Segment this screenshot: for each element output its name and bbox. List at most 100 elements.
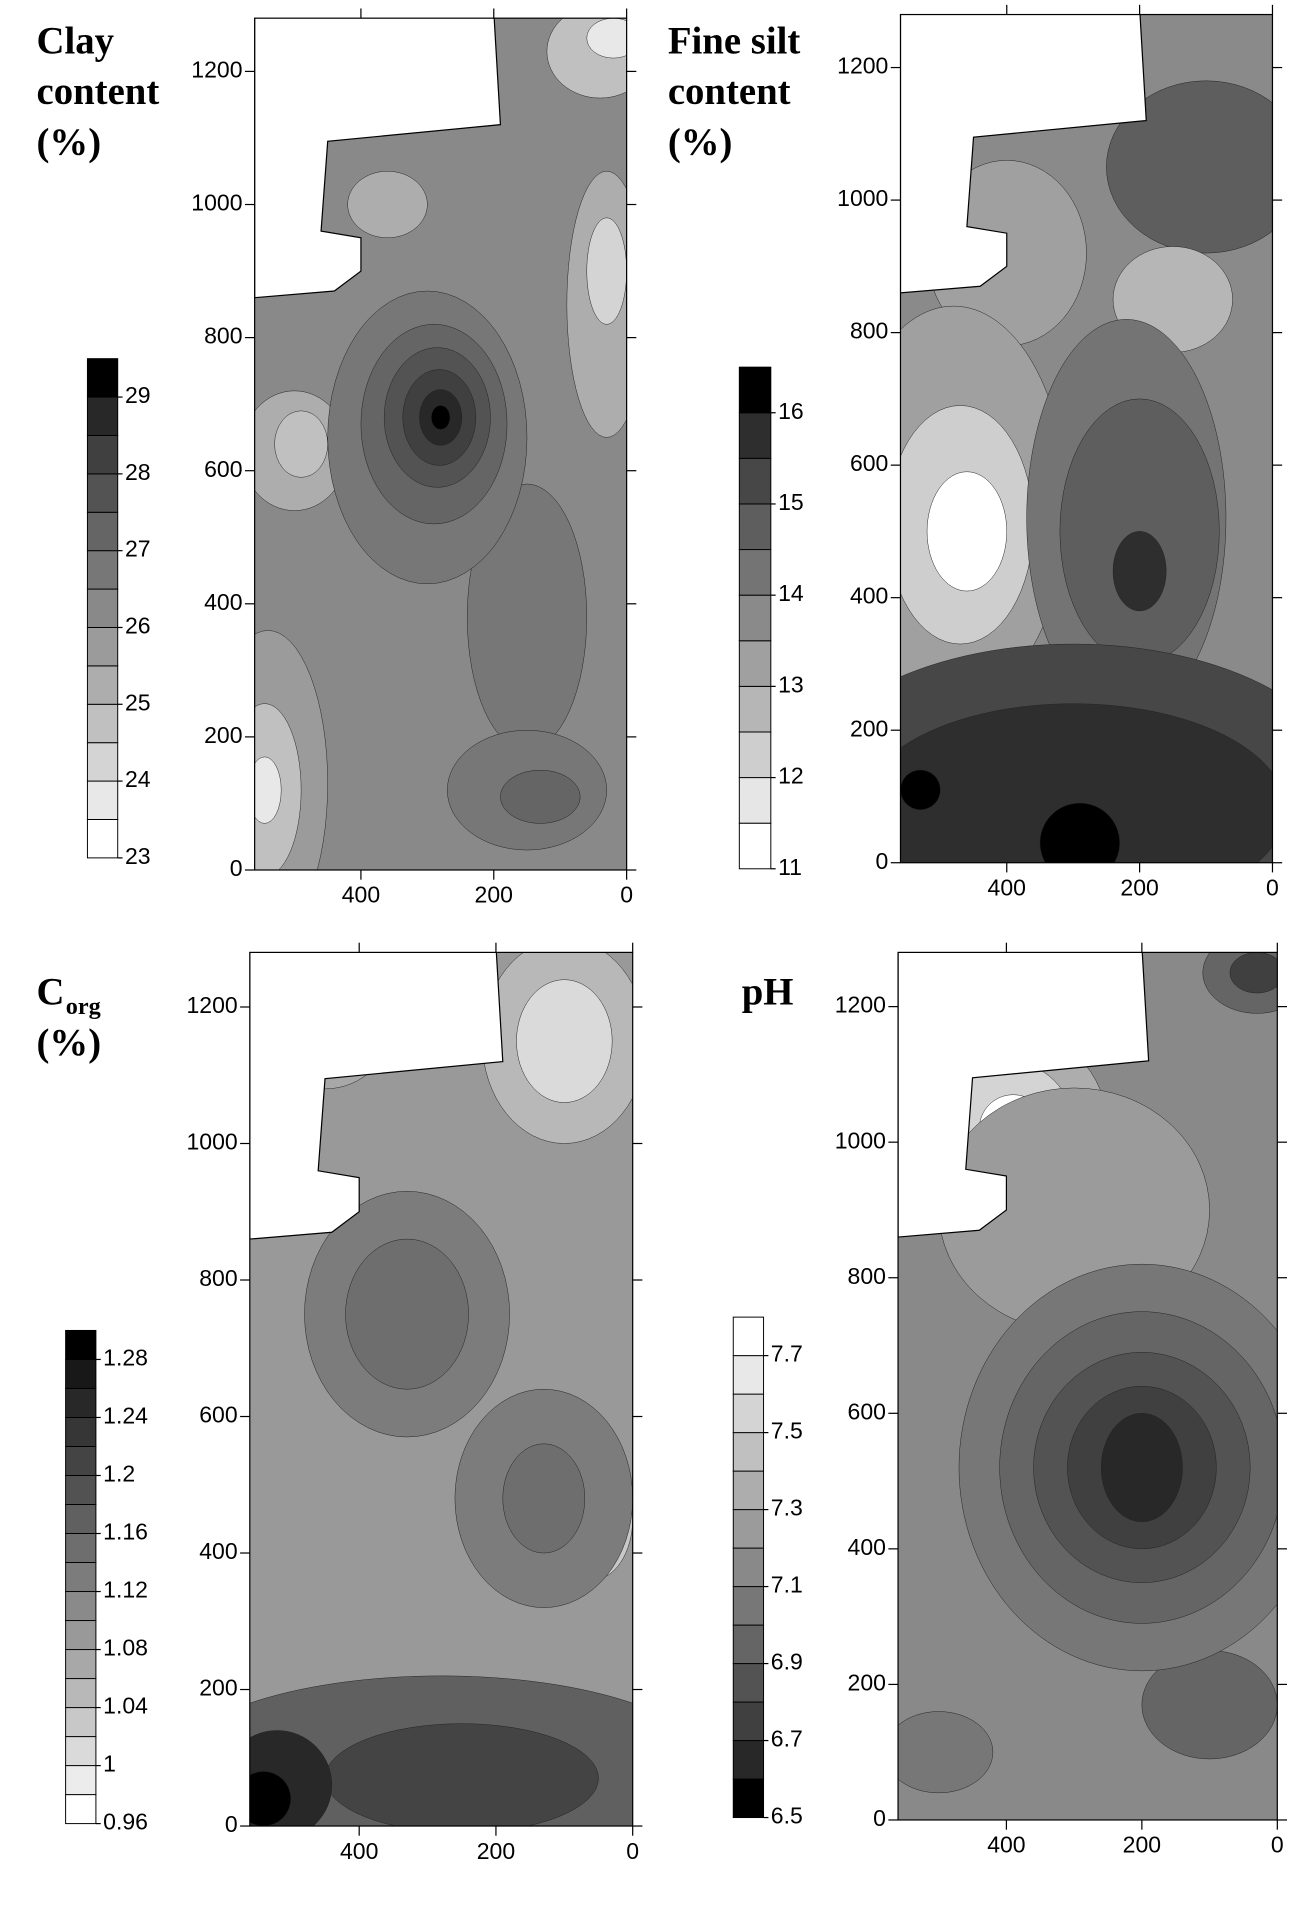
contour-band — [1229, 952, 1278, 994]
y-tick-label: 800 — [848, 1263, 886, 1289]
contour-field — [898, 952, 1278, 1820]
no-data-mask — [898, 952, 1150, 1238]
contour-band — [586, 18, 627, 59]
colorbar-band — [738, 594, 772, 642]
y-tick-label: 200 — [204, 722, 242, 748]
y-tick-label: 1200 — [835, 992, 886, 1018]
colorbar-band — [86, 588, 119, 628]
panel-title: content — [37, 70, 160, 113]
colorbar-tick-label: 16 — [778, 398, 804, 424]
contour-band — [347, 170, 428, 239]
y-tick-label: 1200 — [186, 992, 237, 1018]
colorbar-band — [65, 1416, 97, 1447]
contour-band — [900, 769, 941, 810]
colorbar-tick-label: 1.2 — [103, 1461, 135, 1487]
colorbar-band — [738, 731, 772, 779]
contour-band — [898, 1711, 994, 1794]
colorbar-band — [86, 473, 119, 513]
colorbar-band — [738, 457, 772, 505]
x-tick-label: 200 — [477, 1838, 515, 1864]
colorbar-band — [86, 434, 119, 475]
contour-band — [1106, 80, 1273, 254]
colorbar-tick-label: 11 — [778, 854, 802, 880]
contour-band — [254, 756, 282, 824]
no-data-mask — [249, 952, 504, 1240]
y-tick-label: 1200 — [191, 56, 242, 82]
colorbar-tick-label: 15 — [778, 489, 804, 515]
y-tick-label: 600 — [850, 450, 888, 476]
colorbar-band — [65, 1765, 97, 1796]
x-tick-label: 400 — [342, 882, 380, 908]
no-data-mask — [900, 14, 1147, 294]
colorbar-band — [65, 1591, 97, 1622]
colorbar-band — [65, 1387, 97, 1418]
panel-title: Fine silt — [668, 19, 801, 62]
colorbar-band — [86, 703, 119, 744]
colorbar-tick-label: 1.28 — [103, 1345, 148, 1371]
colorbar-tick-label: 1.04 — [103, 1693, 148, 1719]
y-tick-label: 1200 — [837, 53, 888, 79]
contour-band — [516, 979, 613, 1103]
y-tick-label: 400 — [204, 589, 242, 615]
x-tick-label: 0 — [620, 882, 633, 908]
plot-frame — [897, 951, 1278, 1821]
colorbar-band — [732, 1547, 765, 1588]
panel: 0 200 400 600 800 1000 1200 400 200 0 0.96 1 1.04 1.0… — [37, 942, 643, 1864]
colorbar-tick-label: 24 — [125, 766, 151, 792]
colorbar-band — [86, 511, 119, 552]
x-tick-label: 200 — [1120, 874, 1158, 900]
colorbar-band — [86, 818, 119, 859]
colorbar-tick-label: 12 — [778, 763, 804, 789]
contour-band — [1112, 531, 1167, 612]
panel-title: Clay — [37, 19, 115, 62]
x-tick-label: 200 — [1123, 1832, 1161, 1858]
y-tick-label: 0 — [230, 855, 243, 881]
y-tick-label: 1000 — [835, 1127, 886, 1153]
y-tick-label: 600 — [199, 1402, 237, 1428]
no-data-mask — [254, 18, 502, 299]
colorbar-band — [732, 1470, 765, 1511]
plot-frame — [254, 17, 628, 871]
colorbar-tick-label: 7.3 — [771, 1495, 803, 1521]
colorbar-band — [732, 1586, 765, 1626]
colorbar-tick-label: 6.9 — [771, 1649, 803, 1675]
colorbar-band — [732, 1355, 765, 1395]
colorbar-band — [65, 1649, 97, 1680]
colorbar-band — [732, 1778, 765, 1819]
y-tick-label: 0 — [873, 1805, 886, 1831]
contour-band — [502, 1443, 586, 1554]
panel-title: C — [37, 970, 65, 1013]
colorbar-tick-label: 27 — [125, 536, 151, 562]
colorbar-band — [86, 626, 119, 667]
panel-title: (%) — [668, 121, 733, 164]
colorbar-band — [65, 1736, 97, 1767]
x-tick-label: 0 — [1271, 1832, 1284, 1858]
colorbar-band — [732, 1701, 765, 1742]
colorbar-band — [738, 777, 772, 824]
contour-band — [274, 410, 328, 478]
y-tick-label: 0 — [876, 848, 889, 874]
colorbar-band — [738, 366, 772, 414]
colorbar-band — [732, 1316, 765, 1357]
colorbar-band — [738, 503, 772, 551]
panel: 0 200 400 600 800 1000 1200 400 200 0 11 12 13 14 15 16… — [668, 4, 1283, 900]
plot-frame — [249, 951, 634, 1827]
y-tick-label: 0 — [225, 1811, 238, 1837]
y-tick-label: 400 — [199, 1538, 237, 1564]
colorbar-band — [65, 1707, 97, 1738]
colorbar-band — [732, 1432, 765, 1472]
y-tick-label: 400 — [848, 1534, 886, 1560]
colorbar-tick-label: 26 — [125, 613, 151, 639]
y-tick-label: 600 — [848, 1398, 886, 1424]
colorbar-band — [65, 1445, 97, 1476]
colorbar-band — [732, 1624, 765, 1665]
y-tick-label: 1000 — [191, 190, 242, 216]
contour-band — [249, 1771, 292, 1827]
contour-band — [500, 769, 581, 824]
y-tick-label: 200 — [199, 1675, 237, 1701]
contour-band — [926, 471, 1008, 592]
contour-band — [431, 405, 451, 430]
panel: 0 200 400 600 800 1000 1200 400 200 0 6.5 6.7 6.9 7.1… — [732, 942, 1288, 1858]
